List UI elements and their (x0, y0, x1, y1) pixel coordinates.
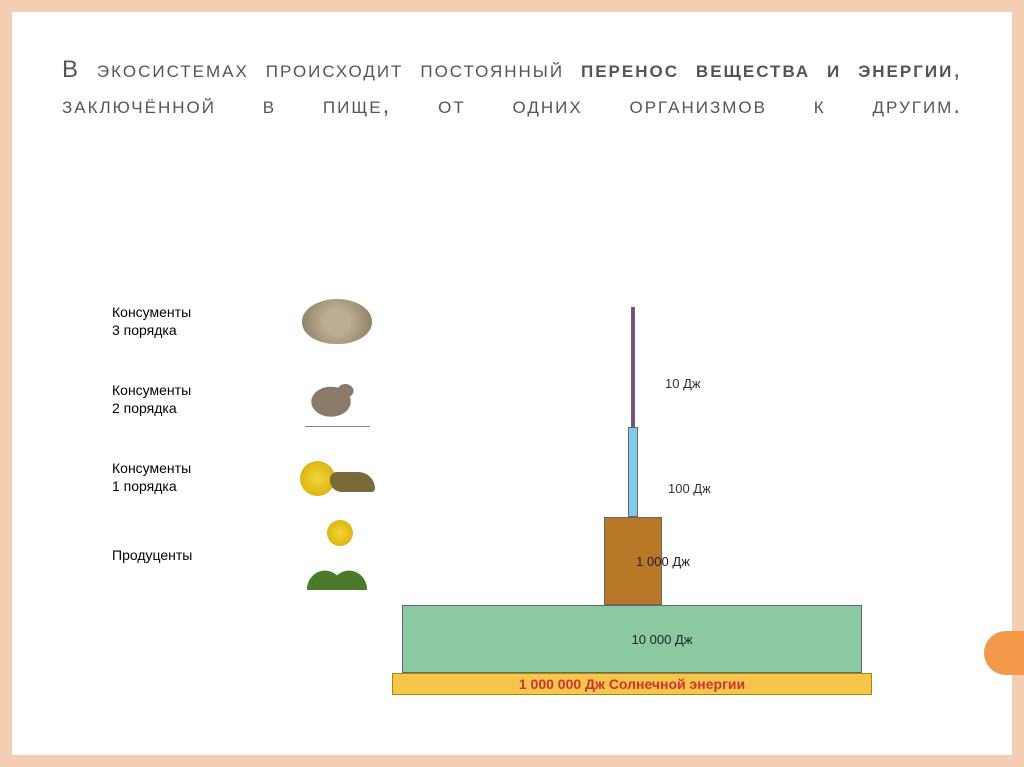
energy-bar (631, 307, 635, 427)
title-bold: перенос вещества и энергии (581, 56, 953, 83)
accent-semicircle (984, 631, 1024, 675)
solar-energy-label: 1 000 000 Дж Солнечной энергии (519, 676, 745, 692)
solar-energy-base: 1 000 000 Дж Солнечной энергии (392, 673, 872, 695)
trophic-label: Консументы2 порядка (112, 381, 277, 417)
energy-bars: 10 Дж 100 Дж 1 000 Дж 10 000 Дж 1 000 000 Дж… (497, 252, 932, 695)
title-part1: В экосистемах происходит постоянный (62, 56, 564, 83)
energy-bar (628, 427, 638, 517)
flower-icon (277, 516, 397, 594)
trophic-label: Консументы3 порядка (112, 303, 277, 339)
slide-title: В экосистемах происходит постоянный пере… (12, 12, 1012, 144)
energy-value-label: 10 Дж (665, 376, 701, 391)
grasshopper-icon (277, 438, 397, 516)
mouse-icon (277, 360, 397, 438)
snake-icon (277, 282, 397, 360)
energy-pyramid-diagram: Консументы3 порядка Консументы2 порядка Ко… (112, 282, 932, 695)
trophic-label: Консументы1 порядка (112, 459, 277, 495)
slide-frame: В экосистемах происходит постоянный пере… (0, 0, 1024, 767)
energy-value-label: 100 Дж (668, 481, 711, 496)
trophic-label: Продуценты (112, 546, 277, 564)
energy-value-label: 10 000 Дж (602, 632, 722, 647)
energy-value-label: 1 000 Дж (603, 554, 723, 569)
